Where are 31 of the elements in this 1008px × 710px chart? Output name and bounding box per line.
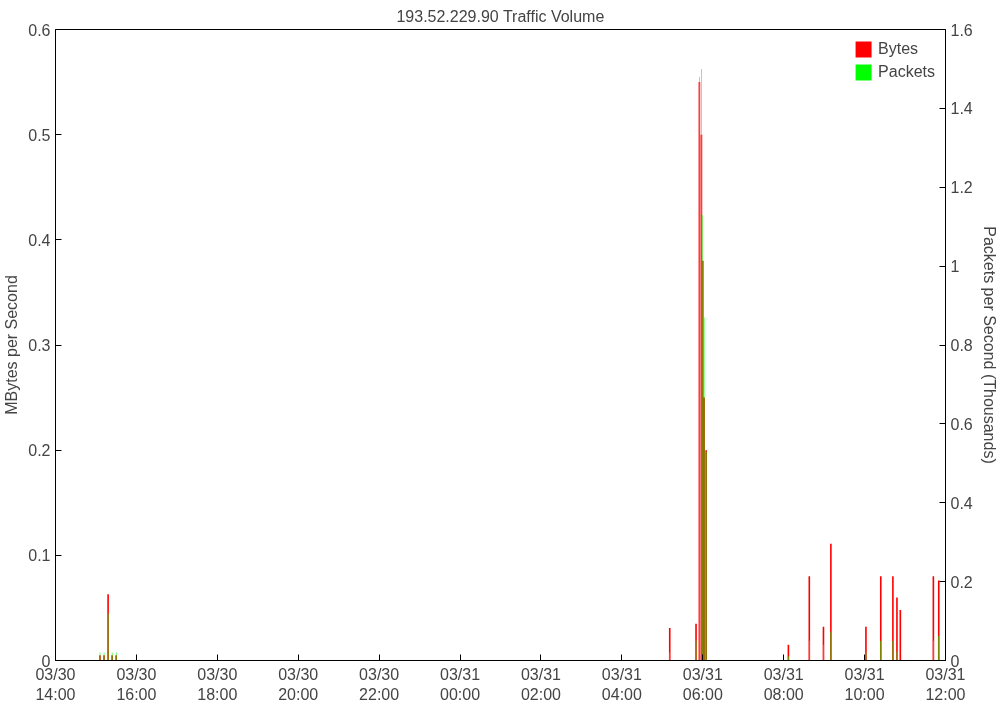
x-tick-label: 03/30 16:00: [116, 665, 157, 703]
y-tick-label: 0.5: [28, 126, 51, 144]
y2-tick-label: 0.2: [950, 573, 973, 591]
y2-tick-label: 1.2: [950, 179, 973, 197]
y2-tick-label: 1: [950, 258, 960, 276]
y-tick-label: 0.2: [28, 442, 51, 460]
legend-label: Bytes: [878, 40, 919, 58]
y-tick-label: 0.1: [28, 547, 51, 565]
y2-tick-label: 1.6: [950, 21, 973, 39]
x-tick-label: 03/31 02:00: [520, 665, 562, 703]
y-tick-label: 0.6: [28, 21, 51, 39]
x-tick-label: 03/31 04:00: [601, 665, 642, 703]
x-tick-label: 03/30 22:00: [359, 665, 400, 703]
legend-label: Packets: [878, 63, 935, 81]
y2-tick-label: 0.4: [950, 494, 973, 512]
x-tick-label: 03/30 20:00: [278, 665, 319, 703]
chart-title: 193.52.229.90 Traffic Volume: [396, 7, 605, 25]
y2-tick-label: 0.8: [950, 337, 973, 354]
x-tick-label: 03/31 00:00: [440, 665, 481, 703]
x-tick-label: 03/31 12:00: [925, 665, 966, 703]
y2-axis-title: Packets per Second (Thousands): [980, 226, 998, 464]
y-tick-label: 0.3: [28, 337, 51, 354]
x-tick-label: 03/31 08:00: [763, 665, 804, 703]
y-tick-label: 0.4: [28, 231, 51, 249]
x-tick-label: 03/30 14:00: [35, 665, 76, 703]
y2-tick-label: 0.6: [950, 415, 973, 433]
y-axis-title: MBytes per Second: [3, 275, 21, 415]
y2-tick-label: 1.4: [950, 100, 973, 118]
x-tick-label: 03/31 06:00: [682, 665, 723, 703]
x-tick-label: 03/30 18:00: [197, 665, 238, 703]
x-tick-label: 03/31 10:00: [844, 665, 885, 703]
